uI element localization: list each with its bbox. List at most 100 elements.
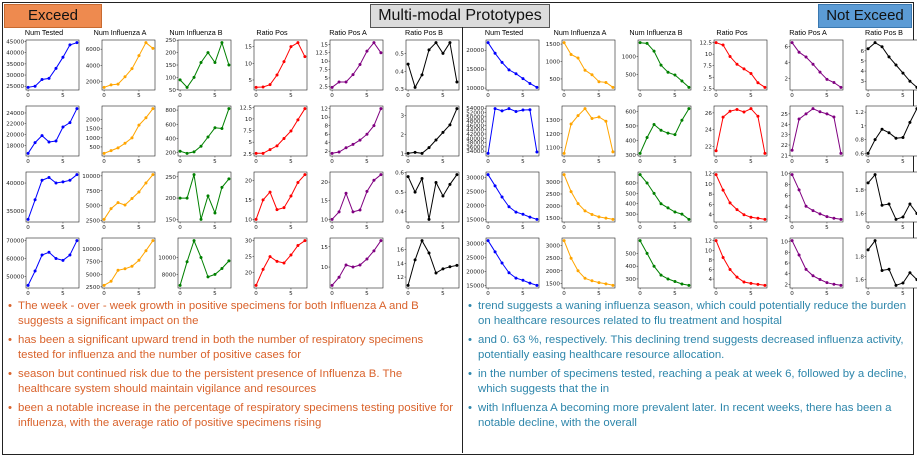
data-point bbox=[528, 215, 532, 219]
plot-frame bbox=[485, 171, 540, 223]
data-point bbox=[261, 267, 265, 271]
bullet-text: in the number of specimens tested, reach… bbox=[478, 368, 907, 395]
data-point bbox=[680, 282, 684, 286]
exceed-panel: 35000 40000 0 5 bbox=[6, 170, 82, 232]
y-tick-label: 2500 bbox=[546, 256, 561, 262]
data-point bbox=[448, 265, 452, 269]
y-tick-label: 6 bbox=[784, 261, 788, 267]
data-point bbox=[763, 85, 767, 89]
data-point bbox=[590, 73, 594, 77]
mini-line-chart: 1500 2000 2500 3000 0 5 bbox=[546, 237, 616, 297]
y-tick-label: 5000 bbox=[86, 272, 101, 278]
data-point bbox=[583, 107, 587, 111]
data-point bbox=[673, 133, 677, 137]
data-point bbox=[441, 267, 445, 271]
y-tick-label: 50 bbox=[169, 88, 177, 94]
y-tick-label: 10 bbox=[705, 52, 713, 58]
data-point bbox=[413, 190, 417, 194]
x-tick-label: 0 bbox=[486, 291, 490, 297]
data-point bbox=[406, 283, 410, 287]
data-point bbox=[33, 198, 37, 202]
x-tick-label: 5 bbox=[597, 291, 601, 297]
bullet-text: trend suggests a waning influenza season… bbox=[478, 300, 907, 327]
y-tick-label: 2500 bbox=[86, 285, 101, 291]
y-tick-label: 1.8 bbox=[855, 188, 864, 194]
y-tick-label: 24 bbox=[781, 122, 789, 128]
data-point bbox=[521, 278, 525, 282]
exceed-bullet-list: • The week - over - week growth in positi… bbox=[8, 299, 456, 435]
data-point bbox=[521, 77, 525, 81]
data-point bbox=[61, 180, 65, 184]
data-point bbox=[26, 151, 30, 155]
mini-line-chart: 2 4 6 0 5 bbox=[784, 39, 844, 99]
y-tick-label: 3000 bbox=[546, 244, 561, 250]
data-point bbox=[735, 275, 739, 279]
data-point bbox=[289, 194, 293, 198]
plot-frame bbox=[637, 237, 692, 289]
data-point bbox=[659, 273, 663, 277]
x-tick-label: 0 bbox=[254, 93, 258, 99]
series-line bbox=[715, 42, 766, 88]
data-point bbox=[528, 281, 532, 285]
data-point bbox=[797, 117, 801, 121]
y-tick-label: 10 bbox=[321, 217, 329, 223]
column-header: Ratio Pos B bbox=[865, 28, 903, 37]
data-point bbox=[151, 107, 155, 111]
plot-frame bbox=[561, 171, 616, 223]
data-point bbox=[448, 123, 452, 127]
data-point bbox=[908, 271, 912, 275]
data-point bbox=[365, 132, 369, 136]
bullet-dot: • bbox=[468, 402, 472, 414]
data-point bbox=[303, 55, 307, 59]
x-tick-label: 5 bbox=[289, 291, 293, 297]
data-point bbox=[804, 55, 808, 59]
mini-line-chart: 500 1000 1500 2000 0 5 bbox=[86, 105, 156, 165]
y-tick-label: 3 bbox=[400, 113, 404, 119]
x-tick-label: 0 bbox=[866, 159, 870, 165]
data-point bbox=[413, 150, 417, 154]
y-tick-label: 5 bbox=[324, 76, 328, 82]
data-point bbox=[535, 150, 539, 154]
data-point bbox=[590, 116, 594, 120]
mini-line-chart: 300 400 500 600 0 5 bbox=[625, 171, 692, 231]
y-tick-label: 20 bbox=[245, 179, 253, 185]
not-exceed-panel: 300 400 500 0 5 bbox=[618, 236, 694, 298]
exceed-panel: 1 2 3 0 5 bbox=[386, 104, 462, 166]
mini-line-chart: 5 10 15 0 5 bbox=[245, 39, 308, 99]
data-point bbox=[576, 56, 580, 60]
mini-line-chart: 1500 2000 2500 3000 0 5 bbox=[546, 171, 616, 231]
data-point bbox=[213, 61, 217, 65]
x-tick-label: 0 bbox=[178, 159, 182, 165]
data-point bbox=[562, 239, 566, 243]
data-point bbox=[413, 258, 417, 262]
data-point bbox=[611, 85, 615, 89]
not-exceed-bullet: • trend suggests a waning influenza seaso… bbox=[468, 299, 910, 329]
y-tick-label: 20 bbox=[321, 180, 329, 186]
data-point bbox=[839, 151, 843, 155]
y-tick-label: 15000 bbox=[466, 283, 484, 289]
data-point bbox=[901, 71, 905, 75]
y-tick-label: 0.4 bbox=[395, 210, 404, 216]
y-tick-label: 2 bbox=[400, 132, 404, 138]
data-point bbox=[75, 107, 79, 111]
data-point bbox=[514, 72, 518, 76]
x-tick-label: 5 bbox=[673, 291, 677, 297]
series-line bbox=[639, 108, 690, 154]
data-point bbox=[514, 276, 518, 280]
data-point bbox=[40, 134, 44, 138]
data-point bbox=[507, 205, 511, 209]
y-tick-label: 8 bbox=[784, 250, 788, 256]
data-point bbox=[455, 80, 459, 84]
data-point bbox=[673, 279, 677, 283]
data-point bbox=[645, 41, 649, 45]
bullet-text: been a notable increase in the percentag… bbox=[18, 402, 453, 429]
data-point bbox=[206, 194, 210, 198]
data-point bbox=[379, 107, 383, 111]
data-point bbox=[61, 258, 65, 262]
data-point bbox=[448, 41, 452, 45]
data-point bbox=[427, 251, 431, 255]
data-point bbox=[818, 277, 822, 281]
data-point bbox=[514, 210, 518, 214]
y-tick-label: 7.5 bbox=[243, 129, 252, 135]
data-point bbox=[192, 150, 196, 154]
